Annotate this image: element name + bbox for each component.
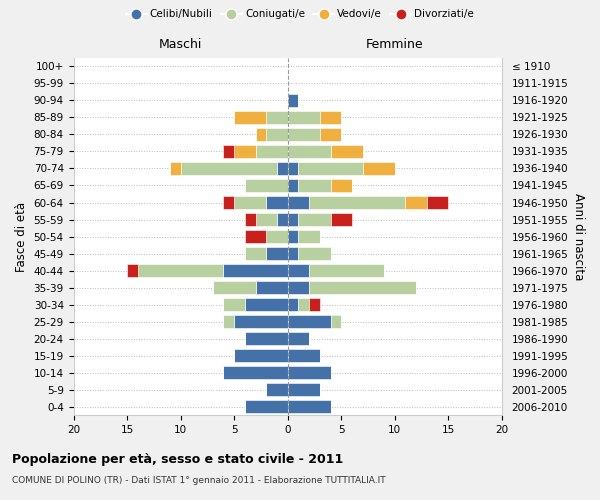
Bar — [287, 316, 331, 328]
Bar — [287, 162, 298, 175]
Bar — [309, 196, 406, 209]
Y-axis label: Anni di nascita: Anni di nascita — [572, 193, 585, 280]
Bar — [298, 247, 331, 260]
Bar — [287, 179, 298, 192]
Bar — [287, 94, 298, 107]
Bar — [287, 111, 320, 124]
Bar — [320, 111, 341, 124]
Bar — [298, 179, 331, 192]
Bar — [266, 230, 287, 243]
Bar — [277, 213, 287, 226]
Bar — [287, 400, 331, 413]
Bar — [234, 350, 287, 362]
Bar — [298, 213, 331, 226]
Bar — [256, 128, 266, 141]
Bar — [331, 213, 352, 226]
Bar — [245, 298, 287, 311]
Bar — [223, 366, 287, 379]
Bar — [234, 316, 287, 328]
Bar — [287, 332, 309, 345]
Text: Maschi: Maschi — [159, 38, 202, 51]
Bar — [234, 111, 266, 124]
Bar — [287, 350, 320, 362]
Bar — [245, 332, 287, 345]
Bar — [287, 366, 331, 379]
Text: Popolazione per età, sesso e stato civile - 2011: Popolazione per età, sesso e stato civil… — [12, 452, 343, 466]
Bar — [427, 196, 448, 209]
Bar — [266, 128, 287, 141]
Bar — [406, 196, 427, 209]
Bar — [223, 145, 234, 158]
Bar — [245, 213, 256, 226]
Text: Femmine: Femmine — [366, 38, 424, 51]
Legend: Celibi/Nubili, Coniugati/e, Vedovi/e, Divorziati/e: Celibi/Nubili, Coniugati/e, Vedovi/e, Di… — [122, 5, 478, 24]
Bar — [287, 213, 298, 226]
Bar — [287, 298, 298, 311]
Bar — [234, 196, 266, 209]
Bar — [256, 213, 277, 226]
Bar — [266, 196, 287, 209]
Bar — [266, 384, 287, 396]
Bar — [298, 298, 309, 311]
Bar — [181, 162, 277, 175]
Bar — [245, 247, 266, 260]
Bar — [298, 162, 362, 175]
Bar — [266, 111, 287, 124]
Bar — [287, 128, 320, 141]
Bar — [331, 145, 362, 158]
Bar — [256, 281, 287, 294]
Bar — [298, 230, 320, 243]
Bar — [170, 162, 181, 175]
Bar — [223, 298, 245, 311]
Bar — [138, 264, 223, 277]
Bar — [234, 145, 256, 158]
Bar — [320, 128, 341, 141]
Bar — [287, 384, 320, 396]
Bar — [309, 264, 384, 277]
Bar — [331, 179, 352, 192]
Bar — [213, 281, 256, 294]
Bar — [309, 281, 416, 294]
Bar — [223, 264, 287, 277]
Bar — [287, 281, 309, 294]
Bar — [287, 196, 309, 209]
Bar — [287, 247, 298, 260]
Bar — [245, 400, 287, 413]
Bar — [287, 230, 298, 243]
Bar — [362, 162, 395, 175]
Bar — [287, 145, 331, 158]
Bar — [309, 298, 320, 311]
Bar — [245, 230, 266, 243]
Bar — [287, 264, 309, 277]
Bar — [266, 247, 287, 260]
Bar — [223, 316, 234, 328]
Bar — [277, 162, 287, 175]
Bar — [331, 316, 341, 328]
Text: COMUNE DI POLINO (TR) - Dati ISTAT 1° gennaio 2011 - Elaborazione TUTTITALIA.IT: COMUNE DI POLINO (TR) - Dati ISTAT 1° ge… — [12, 476, 386, 485]
Y-axis label: Fasce di età: Fasce di età — [15, 202, 28, 272]
Bar — [223, 196, 234, 209]
Bar — [256, 145, 287, 158]
Bar — [127, 264, 138, 277]
Bar — [245, 179, 287, 192]
